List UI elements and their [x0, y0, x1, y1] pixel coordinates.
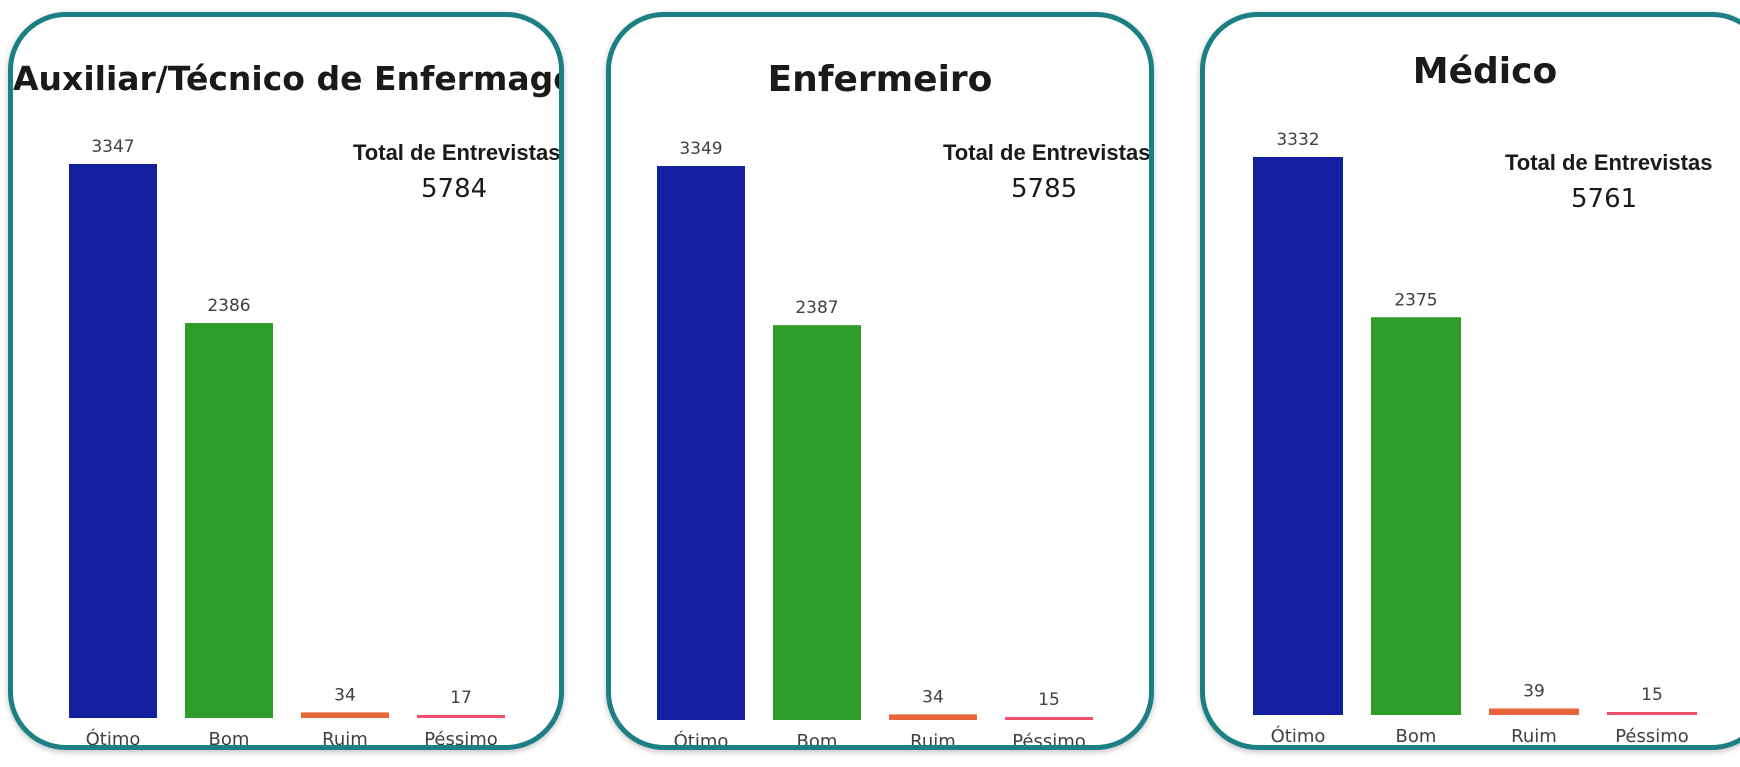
category-label: Péssimo — [424, 729, 498, 750]
total-label: Total de Entrevistas — [943, 140, 1151, 165]
category-label: Ruim — [1511, 726, 1557, 747]
bar-ruim — [889, 714, 977, 720]
category-label: Bom — [1396, 726, 1437, 747]
category-label: Bom — [209, 729, 250, 750]
chart-title: Auxiliar/Técnico de Enfermagem — [13, 59, 564, 98]
bar-ruim — [301, 712, 389, 718]
bar-péssimo — [1005, 717, 1093, 720]
category-label: Ótimo — [86, 728, 141, 750]
bar-chart: 3347 Ótimo 2386 Bom 34 Ruim 17 Péssimo — [69, 137, 505, 750]
data-label: 3347 — [91, 137, 134, 157]
data-label: 39 — [1523, 681, 1545, 701]
total-value: 5784 — [421, 174, 488, 204]
total-label: Total de Entrevistas — [1505, 150, 1713, 175]
chart-card-auxiliar: Auxiliar/Técnico de Enfermagem Total de … — [8, 12, 564, 750]
total-value: 5785 — [1011, 174, 1078, 204]
data-label: 2387 — [795, 298, 838, 318]
category-label: Ótimo — [1271, 725, 1326, 747]
bar-bom — [773, 325, 861, 720]
chart-card-enfermeiro: Enfermeiro Total de Entrevistas 5785 334… — [606, 12, 1154, 750]
chart-card-medico: Médico Total de Entrevistas 5761 3332 Óti… — [1200, 12, 1740, 750]
data-label: 34 — [922, 687, 944, 707]
data-label: 3332 — [1276, 130, 1319, 150]
category-label: Péssimo — [1012, 731, 1086, 750]
chart-title: Enfermeiro — [767, 59, 993, 100]
data-label: 34 — [334, 685, 356, 705]
data-label: 2386 — [207, 296, 250, 316]
bar-péssimo — [1607, 712, 1697, 715]
bar-ótimo — [657, 166, 745, 720]
category-label: Ruim — [322, 729, 368, 750]
bar-ótimo — [69, 164, 157, 718]
data-label: 2375 — [1394, 290, 1437, 310]
bar-bom — [1371, 317, 1461, 715]
category-label: Ótimo — [674, 730, 729, 750]
bar-péssimo — [417, 715, 505, 718]
chart-title: Médico — [1412, 51, 1558, 92]
total-value: 5761 — [1571, 184, 1638, 214]
total-label: Total de Entrevistas — [353, 140, 561, 165]
bar-ruim — [1489, 708, 1579, 715]
bar-bom — [185, 323, 273, 718]
category-label: Bom — [797, 731, 838, 750]
data-label: 15 — [1641, 685, 1663, 705]
bar-chart: 3332 Ótimo 2375 Bom 39 Ruim 15 Péssimo — [1253, 130, 1697, 747]
category-label: Péssimo — [1615, 726, 1689, 747]
data-label: 3349 — [679, 139, 722, 159]
data-label: 15 — [1038, 690, 1060, 710]
bar-ótimo — [1253, 157, 1343, 715]
data-label: 17 — [450, 688, 472, 708]
category-label: Ruim — [910, 731, 956, 750]
bar-chart: 3349 Ótimo 2387 Bom 34 Ruim 15 Péssimo — [657, 139, 1093, 750]
